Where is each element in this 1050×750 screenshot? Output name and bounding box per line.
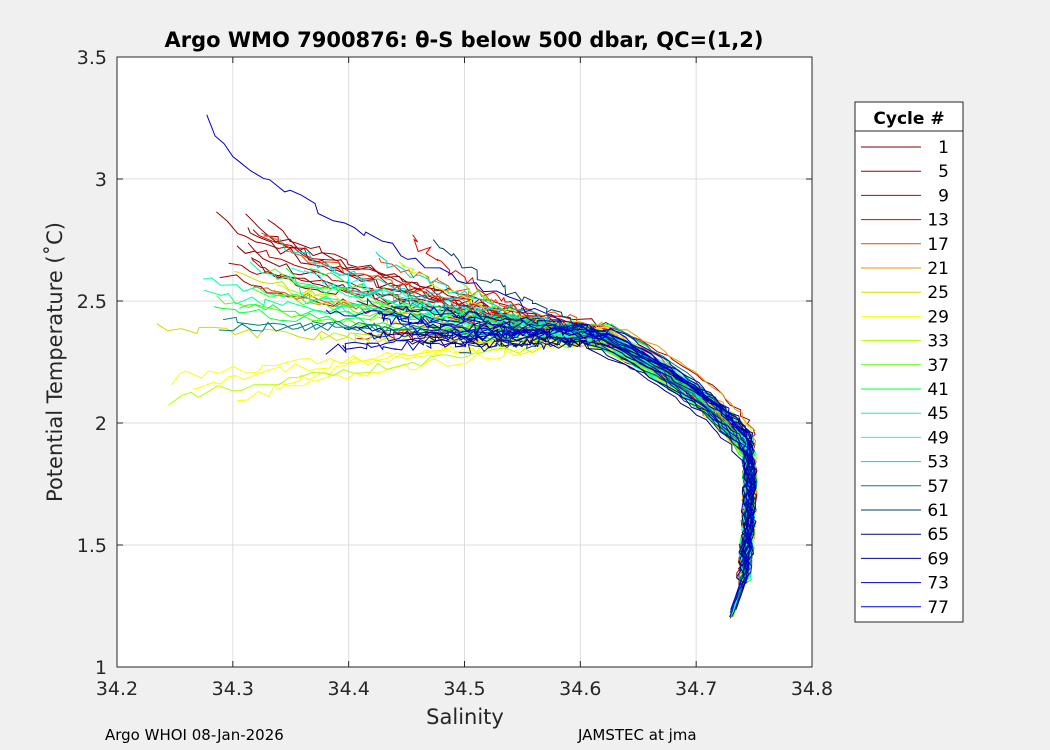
legend-entry-label: 37: [927, 356, 949, 376]
y-axis-label: Potential Temperature (˚C): [43, 222, 67, 502]
legend-entry-label: 61: [927, 501, 949, 521]
legend-entry-label: 1: [938, 138, 949, 158]
legend-entry-label: 13: [927, 211, 949, 231]
legend-entry-label: 49: [927, 428, 949, 448]
x-tick-label: 34.6: [559, 678, 601, 700]
legend-entry-label: 77: [927, 598, 949, 618]
legend-entry-label: 69: [927, 549, 949, 569]
legend-entry-label: 57: [927, 477, 949, 497]
x-axis-label: Salinity: [426, 705, 504, 729]
legend: Cycle # 1 5 9 13 17 21 25 29 33 37 41 45 49 53 57 61 65 69…: [854, 101, 964, 623]
legend-entry-label: 5: [938, 162, 949, 182]
legend-entry-label: 21: [927, 259, 949, 279]
legend-entry-label: 33: [927, 332, 949, 352]
x-tick-label: 34.5: [443, 678, 485, 700]
cycle-profile-line: [206, 114, 749, 594]
legend-box: [854, 101, 964, 623]
cycle-profile-line: [368, 325, 757, 618]
x-tick-label: 34.3: [212, 678, 254, 700]
legend-entry-label: 29: [927, 307, 949, 327]
x-tick-label: 34.2: [96, 678, 138, 700]
series-lines: [156, 114, 758, 619]
y-tick-label: 1: [95, 657, 107, 679]
legend-entry-label: 17: [927, 235, 949, 255]
cycle-profile-line: [451, 314, 749, 559]
legend-entry-label: 65: [927, 525, 949, 545]
y-tick-label: 2.5: [77, 291, 107, 313]
axis-ticks: 34.2 34.3 34.4 34.5 34.6 34.7 34.8 1 1.5 2 2.5 3 3.5: [77, 47, 833, 700]
footer-right-text: JAMSTEC at jma: [578, 726, 697, 744]
y-tick-label: 2: [95, 413, 107, 435]
x-tick-label: 34.8: [791, 678, 833, 700]
footer-left-text: Argo WHOI 08-Jan-2026: [105, 726, 284, 744]
legend-entry-label: 73: [927, 574, 949, 594]
y-tick-label: 3.5: [77, 47, 107, 69]
cycle-profile-line: [377, 311, 755, 610]
cycle-profile-line: [218, 321, 757, 585]
legend-title: Cycle #: [873, 109, 944, 129]
cycle-profile-line: [325, 329, 750, 574]
x-tick-label: 34.4: [328, 678, 370, 700]
legend-entry-label: 53: [927, 453, 949, 473]
legend-entry-label: 41: [927, 380, 949, 400]
y-tick-label: 1.5: [77, 535, 107, 557]
chart-title: Argo WMO 7900876: θ-S below 500 dbar, QC…: [165, 28, 764, 52]
cycle-profile-line: [156, 323, 757, 564]
legend-entry-label: 45: [927, 404, 949, 424]
legend-entry-label: 9: [938, 186, 949, 206]
legend-entry-label: 25: [927, 283, 949, 303]
y-tick-label: 3: [95, 169, 107, 191]
x-tick-label: 34.7: [675, 678, 717, 700]
